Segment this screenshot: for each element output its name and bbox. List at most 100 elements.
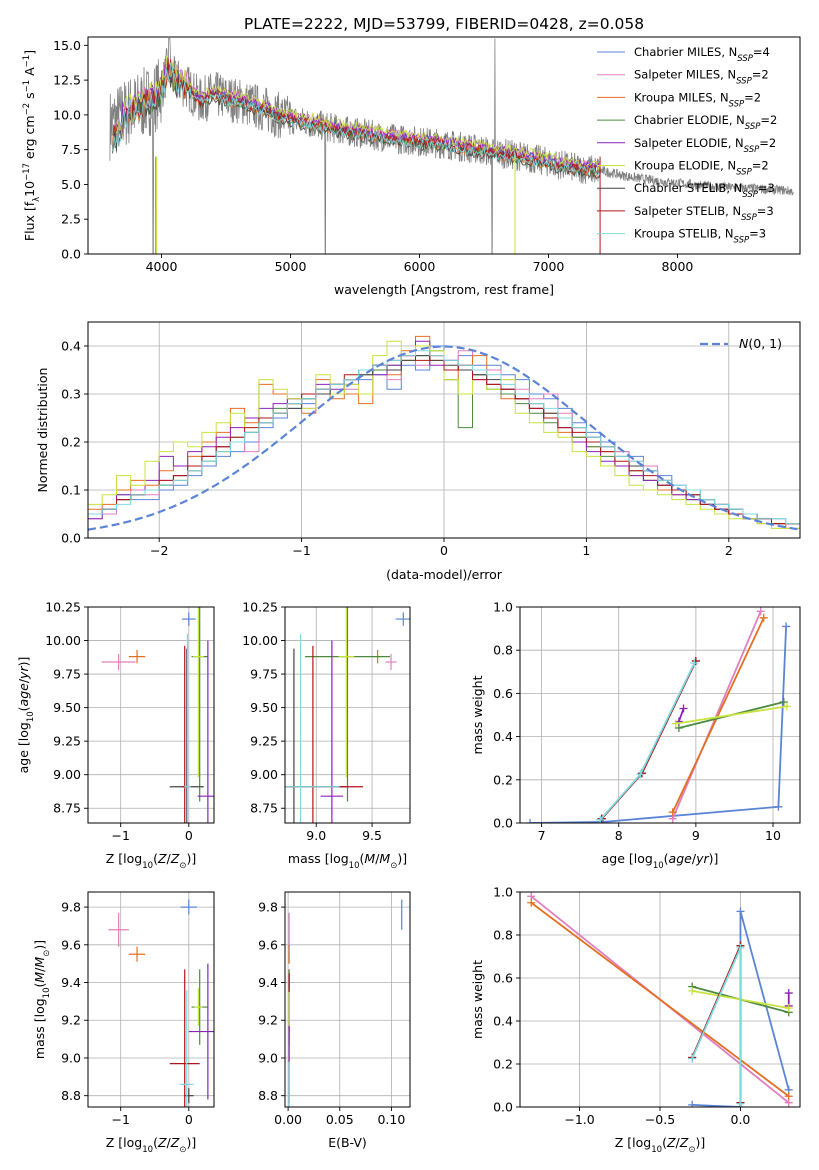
y-tick-label: 0.3 [61,387,81,402]
x-axis-label-part: / [167,1135,172,1150]
weight-series-line [671,610,762,820]
weight-series-line [678,708,685,722]
y-axis-label-part: Flux [f [22,201,37,241]
y-tick-label: 0.8 [493,928,513,943]
weight-marker [782,702,791,711]
mass-vs-Z-panel-plot-area [108,899,214,1107]
weight-marker [671,719,680,728]
y-tick-label: 0.0 [493,816,513,831]
x-axis-label-part: E(B-V) [328,1135,367,1150]
x-axis-label-part: / [692,851,697,866]
x-tick-label: −0.5 [645,1112,675,1127]
errorbar-point [181,612,196,626]
axes-frame [519,606,801,824]
legend-label-part: =3 [757,204,774,218]
y-tick-label: 0.0 [493,1100,513,1115]
legend-label: Chabrier ELODIE, NSSP=2 [634,113,777,132]
y-tick-label: 9.50 [250,700,278,715]
residuals-panel: −2 −1 0 1 2 0.0 0.1 0.2 0.3 0.4 N(0, 1) (data-model… [35,321,801,582]
y-tick-label: 0.0 [61,531,81,546]
y-tick-label: 5.0 [61,177,81,192]
legend-label-part: Salpeter STELIB, N [634,204,741,218]
legend-label-part: Chabrier ELODIE, N [634,113,745,127]
errorbar-point [179,990,194,1107]
x-axis-label: mass [log10(M/M⊙)] [288,851,407,871]
y-axis-label-part: −2 [22,103,32,116]
x-axis-label-part: ⊙ [179,861,186,871]
x-tick-label: 2 [725,543,733,558]
weight-series-line [675,705,788,725]
legend-label: Kroupa MILES, NSSP=2 [634,90,761,109]
y-axis-label-part: s [22,92,37,103]
legend-label-part: N [739,336,749,351]
weight-series-line [530,902,790,1097]
y-axis-label-part: A [22,67,37,80]
legend-label: Kroupa ELODIE, NSSP=2 [634,159,769,178]
errorbar-point [169,969,200,1107]
y-tick-label: 0.1 [61,483,81,498]
x-axis-label-part: ( [153,1135,158,1150]
y-tick-label: 0.6 [493,686,513,701]
x-axis-label-part: / [375,851,380,866]
y-axis-label: mass [log10(M/M⊙)] [32,940,52,1059]
weight-marker [690,659,699,668]
legend-label-part: SSP [742,190,758,200]
age-vs-mass-panel-plot-area [285,607,410,823]
legend-label-part: =2 [744,90,761,104]
x-axis-label: age [log10(age/yr)] [602,851,719,871]
x-tick-label: 0.0 [731,1112,751,1127]
x-axis-label-part: Z [157,1135,167,1150]
x-tick-label: 10 [765,828,781,843]
y-axis-label-part: / [32,967,47,972]
x-axis-label-part: / [676,1135,681,1150]
x-tick-label: 8000 [662,259,694,274]
y-axis-label-part: ⊙ [42,950,52,957]
y-tick-label: 9.6 [61,937,81,952]
y-tick-label: 0.2 [493,1057,513,1072]
x-tick-label: −2 [150,543,168,558]
y-tick-label: 9.75 [250,667,278,682]
x-axis-label-part: 10 [651,1145,662,1155]
legend-label: Chabrier MILES, NSSP=4 [634,45,770,64]
y-tick-label: 0.4 [61,339,81,354]
x-tick-label: 1 [582,543,590,558]
weight-vs-age-panel-plot-area [526,607,791,823]
y-axis-label-part: −1 [22,55,32,68]
legend-label: Salpeter ELODIE, NSSP=2 [634,136,776,155]
legend-label-part: Kroupa STELIB, N [634,227,734,241]
y-tick-label: 9.75 [53,667,81,682]
errorbar-point [197,640,214,823]
weight-marker [679,704,688,713]
weight-marker [527,898,536,907]
x-tick-label: 0 [185,828,193,843]
legend-label: Salpeter MILES, NSSP=2 [634,68,769,87]
weight-series-line [530,626,788,823]
y-axis-label-part: ( [16,706,31,711]
weight-marker [759,613,768,622]
weight-marker [636,770,645,779]
legend-label-part: SSP [736,77,752,87]
spectrum-plot-area [109,38,794,254]
y-tick-label: 9.50 [53,700,81,715]
axes-frame [284,606,411,824]
weight-marker [784,1004,793,1013]
errorbar-point [128,649,146,664]
figure-title: PLATE=2222, MJD=53799, FIBERID=0428, z=0… [244,15,644,33]
axes-frame [284,891,411,1108]
y-tick-label: 8.75 [53,801,81,816]
y-tick-label: 9.25 [53,734,81,749]
x-tick-label: 8 [615,828,623,843]
y-tick-label: 15.0 [53,38,81,53]
x-axis-label-part: ⊙ [390,861,397,871]
x-axis-label-part: ( [664,851,669,866]
x-axis-label-part: Z [679,1135,689,1150]
axes-frame [87,606,215,824]
x-axis-label: (data-model)/error [386,567,503,582]
x-axis-label-part: 10 [142,861,153,871]
legend-label-part: =2 [759,136,776,150]
errorbar-point [188,963,214,1100]
panels-layer: 4000 5000 6000 7000 80000.02.55.07.510.012.5… [16,36,801,1155]
legend-label: Kroupa STELIB, NSSP=3 [634,227,766,246]
